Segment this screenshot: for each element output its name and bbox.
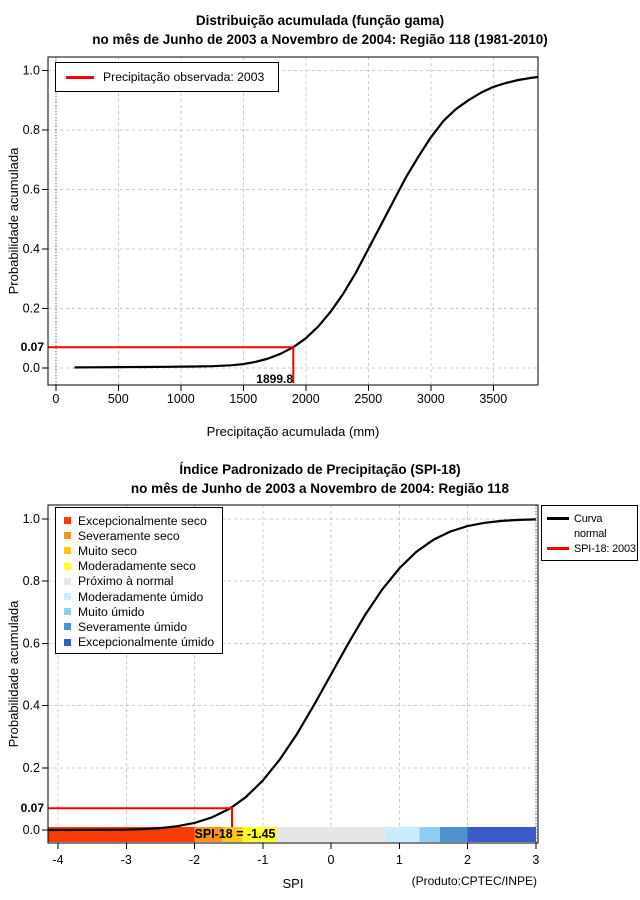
x-tick-label: 500 <box>108 392 129 406</box>
y-tick-label: 0.0 <box>23 823 40 837</box>
y-tick-label: 0.4 <box>23 242 40 256</box>
category-legend-item: Moderadamente úmido <box>64 589 222 604</box>
colorbar-segment <box>467 827 536 842</box>
x-tick-label: 1500 <box>229 392 257 406</box>
category-legend-item: Excepcionalmente seco <box>64 513 222 528</box>
cdf-curve <box>74 75 539 369</box>
category-label: Muito úmido <box>78 604 145 619</box>
category-label: Próximo à normal <box>78 574 174 589</box>
y-tick-label: 1.0 <box>23 64 40 78</box>
top-value-annotation-label: 1899.8 <box>256 372 293 386</box>
annotation-line <box>48 807 233 827</box>
curve-legend-row-normal: Curva <box>547 511 637 526</box>
category-legend-item: Excepcionalmente úmido <box>64 635 222 650</box>
colorbar-segment <box>276 827 386 842</box>
category-legend-item: Severamente úmido <box>64 619 222 634</box>
category-label: Severamente seco <box>78 528 180 543</box>
category-legend-item: Muito seco <box>64 543 222 558</box>
category-label: Muito seco <box>78 543 137 558</box>
category-color-marker <box>64 517 71 525</box>
top-chart-legend-label: Precipitação observada: 2003 <box>103 70 265 84</box>
curve-legend-row-normal2: normal <box>547 526 637 541</box>
annotation-line <box>48 346 295 383</box>
spi-category-list: Excepcionalmente seco Severamente seco Mui… <box>64 513 222 650</box>
y-tick-label: 0.6 <box>23 183 40 197</box>
y-tick-label: 0.0 <box>23 361 40 375</box>
category-label: Severamente úmido <box>78 619 188 634</box>
normal-curve-label-line2: normal <box>574 527 607 540</box>
y-tick-label: 0.8 <box>23 574 40 588</box>
x-tick-label: 2000 <box>292 392 320 406</box>
category-color-marker <box>64 608 71 616</box>
x-tick-label: 3500 <box>479 392 507 406</box>
category-label: Excepcionalmente úmido <box>78 635 215 650</box>
normal-curve-label-line1: Curva <box>574 512 603 525</box>
curve-legend: Curva normal SPI-18: 2003 <box>541 505 638 561</box>
top-x-axis-label: Precipitação acumulada (mm) <box>206 424 380 439</box>
bottom-y-axis-label: Probabilidade acumulada <box>6 600 21 748</box>
top-chart-subtitle: no mês de Junho de 2003 a Novembro de 20… <box>92 32 548 47</box>
normal-curve-line-sample <box>547 517 569 520</box>
x-tick-label: -2 <box>189 853 200 867</box>
x-tick-label: 2 <box>464 853 471 867</box>
x-tick-label: 0 <box>52 392 59 406</box>
x-tick-label: -4 <box>52 853 63 867</box>
category-legend-item: Moderadamente seco <box>64 559 222 574</box>
bottom-x-axis-label: SPI <box>282 876 304 891</box>
spi-curve-label: SPI-18: 2003 <box>574 542 636 555</box>
x-tick-label: 2500 <box>354 392 382 406</box>
cdf-curve <box>47 518 536 832</box>
spi-value-annotation-label: SPI-18 = -1.45 <box>194 827 276 841</box>
category-legend-item: Severamente seco <box>64 528 222 543</box>
bottom-prob-annotation-label: 0.07 <box>20 801 44 815</box>
x-tick-label: -3 <box>121 853 132 867</box>
top-chart-title: Distribuição acumulada (função gama) <box>195 13 445 28</box>
category-label: Excepcionalmente seco <box>78 513 207 528</box>
x-tick-label: 1 <box>396 853 403 867</box>
spi-category-legend: Excepcionalmente seco Severamente seco Mui… <box>55 507 223 654</box>
bottom-chart-title: Índice Padronizado de Precipitação (SPI-… <box>179 462 461 477</box>
y-tick-label: 0.6 <box>23 636 40 650</box>
category-color-marker <box>64 577 71 585</box>
category-color-marker <box>64 547 71 555</box>
category-color-marker <box>64 623 71 631</box>
y-tick-label: 1.0 <box>23 512 40 526</box>
category-legend-item: Próximo à normal <box>64 574 222 589</box>
x-tick-label: 0 <box>328 853 335 867</box>
colorbar-segment <box>440 827 468 842</box>
category-color-marker <box>64 562 71 570</box>
category-legend-item: Muito úmido <box>64 604 222 619</box>
colorbar-segment <box>221 827 243 842</box>
colorbar-segment <box>385 827 420 842</box>
x-tick-label: -1 <box>257 853 268 867</box>
plot-border <box>47 56 539 386</box>
y-tick-label: 0.2 <box>23 761 40 775</box>
x-tick-label: 1000 <box>167 392 195 406</box>
bottom-chart-subtitle: no mês de Junho de 2003 a Novembro de 20… <box>130 481 510 496</box>
y-tick-label: 0.8 <box>23 123 40 137</box>
x-tick-label: 3000 <box>417 392 445 406</box>
colorbar-segment <box>242 827 277 842</box>
plot-border <box>47 504 539 844</box>
observed-precipitation-line-sample <box>66 75 94 79</box>
colorbar-segment <box>194 827 222 842</box>
spi-line-sample <box>547 547 569 550</box>
x-tick-label: 3 <box>532 853 539 867</box>
category-label: Moderadamente seco <box>78 559 196 574</box>
curve-legend-row-spi: SPI-18: 2003 <box>547 541 637 556</box>
top-chart-legend: Precipitação observada: 2003 <box>55 62 279 92</box>
y-tick-label: 0.4 <box>23 699 40 713</box>
category-color-marker <box>64 532 71 540</box>
product-credit-label: (Produto:CPTEC/INPE) <box>411 874 537 888</box>
colorbar-segment <box>419 827 441 842</box>
category-color-marker <box>64 593 71 601</box>
category-label: Moderadamente úmido <box>78 589 204 604</box>
top-y-axis-label: Probabilidade acumulada <box>6 147 21 295</box>
top-prob-annotation-label: 0.07 <box>20 340 44 354</box>
category-color-marker <box>64 638 71 646</box>
y-tick-label: 0.2 <box>23 302 40 316</box>
